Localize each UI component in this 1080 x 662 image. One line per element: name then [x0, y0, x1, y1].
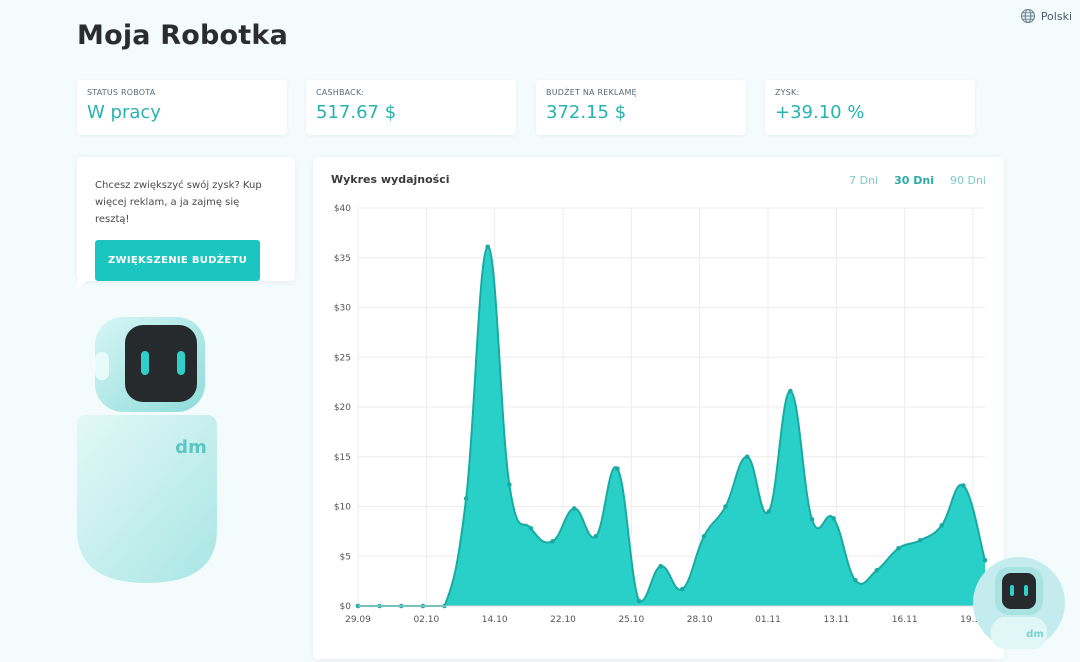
- robot-mascot-icon: dm: [77, 317, 217, 583]
- stat-card-cashback: CASHBACK: 517.67 $: [306, 80, 516, 135]
- data-point: [550, 539, 555, 544]
- promo-text: Chcesz zwiększyć swój zysk? Kup więcej r…: [95, 180, 262, 225]
- data-point: [528, 526, 534, 531]
- stat-label: BUDŻET NA REKLAMĘ: [546, 88, 637, 97]
- stat-label: STATUS ROBOTA: [87, 88, 156, 97]
- y-tick-label: $20: [334, 403, 351, 413]
- x-tick-label: 28.10: [687, 615, 713, 625]
- data-point: [874, 567, 880, 573]
- stat-value: W pracy: [87, 102, 161, 123]
- y-tick-label: $15: [334, 453, 351, 463]
- robot-assistant-icon[interactable]: dm: [973, 557, 1065, 649]
- y-tick-label: $30: [334, 304, 351, 314]
- stat-card-profit: ZYSK: +39.10 %: [765, 80, 975, 135]
- x-tick-label: 22.10: [550, 615, 576, 625]
- promo-bubble-tail: [77, 280, 87, 290]
- y-tick-label: $5: [340, 552, 351, 562]
- language-selector[interactable]: Polski: [1020, 8, 1072, 24]
- data-point: [615, 466, 620, 471]
- x-tick-label: 29.09: [345, 615, 371, 625]
- data-point: [723, 504, 728, 509]
- x-tick-label: 16.11: [892, 615, 918, 625]
- tab-90-days[interactable]: 90 Dni: [950, 174, 986, 187]
- data-point: [658, 563, 663, 569]
- stat-value: 372.15 $: [546, 102, 627, 123]
- x-tick-label: 19.11: [960, 615, 986, 625]
- globe-icon: [1020, 8, 1035, 24]
- data-point: [680, 586, 685, 592]
- stat-card-budget: BUDŻET NA REKLAMĘ 372.15 $: [536, 80, 746, 135]
- x-tick-label: 02.10: [413, 615, 439, 625]
- data-point: [788, 388, 793, 394]
- stat-value: 517.67 $: [316, 102, 397, 123]
- x-tick-label: 01.11: [755, 615, 781, 625]
- y-tick-label: $35: [334, 254, 351, 264]
- data-point: [744, 454, 750, 460]
- data-point: [896, 545, 901, 551]
- data-point: [809, 517, 815, 522]
- tab-30-days[interactable]: 30 Dni: [894, 174, 934, 187]
- robot-logo-text: dm: [175, 437, 207, 458]
- y-tick-label: $0: [340, 602, 352, 612]
- data-point: [939, 523, 945, 528]
- y-tick-label: $10: [334, 503, 351, 513]
- stat-label: CASHBACK:: [316, 88, 365, 97]
- stat-label: ZYSK:: [775, 88, 800, 97]
- data-point: [507, 482, 512, 487]
- tab-7-days[interactable]: 7 Dni: [849, 174, 879, 187]
- language-label: Polski: [1040, 9, 1072, 23]
- data-point: [593, 534, 599, 539]
- data-point: [766, 509, 772, 514]
- x-tick-label: 13.11: [823, 615, 849, 625]
- range-tabs: 7 Dni 30 Dni 90 Dni: [849, 174, 986, 187]
- area-fill: [358, 246, 985, 606]
- x-tick-label: 14.10: [482, 615, 508, 625]
- page-title: Moja Robotka: [77, 20, 288, 51]
- robot-logo-text: dm: [1026, 629, 1044, 640]
- y-tick-label: $25: [334, 353, 351, 363]
- performance-area-chart: $0 $5 $10 $15 $20 $25 $30 $35 $40 29.09 02.10 14.10…: [334, 204, 988, 625]
- data-point: [485, 244, 491, 250]
- promo-bubble: Chcesz zwiększyć swój zysk? Kup więcej r…: [77, 157, 295, 281]
- data-point: [636, 598, 642, 604]
- y-tick-label: $40: [334, 204, 351, 214]
- data-point: [982, 557, 988, 563]
- stat-value: +39.10 %: [775, 102, 865, 123]
- data-point: [571, 506, 577, 511]
- performance-chart-card: Wykres wydajności 7 Dni 30 Dni 90 Dni $0…: [313, 157, 1004, 659]
- data-point: [701, 534, 707, 539]
- data-point: [917, 538, 923, 543]
- data-point: [463, 496, 469, 501]
- stat-card-status: STATUS ROBOTA W pracy: [77, 80, 287, 135]
- chart-title: Wykres wydajności: [331, 173, 450, 186]
- increase-budget-button[interactable]: ZWIĘKSZENIE BUDŻETU: [95, 240, 260, 281]
- data-point: [852, 577, 858, 583]
- data-point: [961, 483, 966, 488]
- x-tick-label: 25.10: [618, 615, 644, 625]
- series-line: [358, 245, 986, 607]
- data-point: [831, 516, 836, 521]
